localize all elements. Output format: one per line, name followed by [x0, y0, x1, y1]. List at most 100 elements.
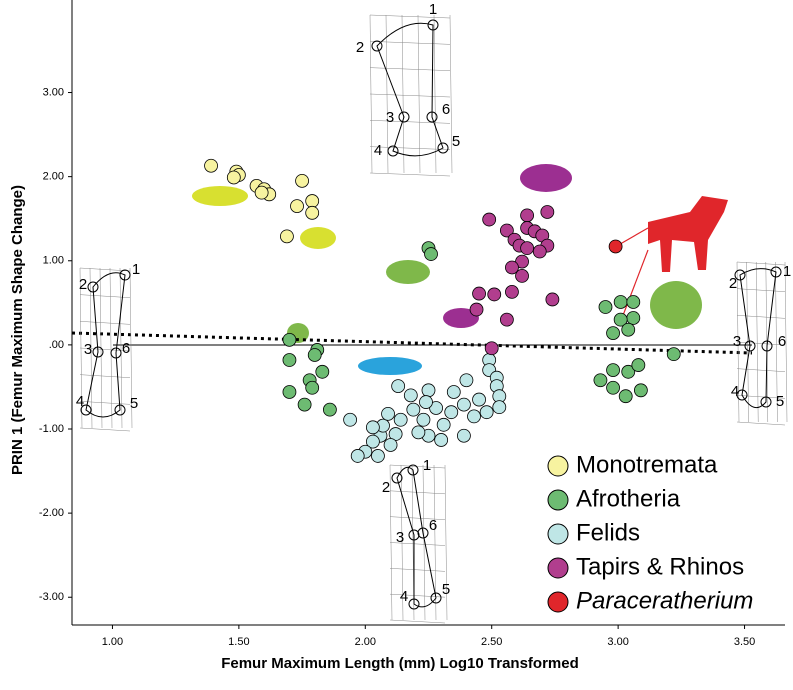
- data-point: [499, 312, 514, 327]
- landmark-diagram: 1 2 3 4 5 6: [382, 457, 450, 624]
- landmark-label: 3: [396, 529, 404, 546]
- data-point: [545, 292, 560, 307]
- landmark: [398, 111, 410, 123]
- deformation-grid: [369, 172, 451, 177]
- data-point: [540, 205, 555, 219]
- deformation-grid: [79, 294, 131, 298]
- data-point: [459, 373, 474, 388]
- y-axis-title: PRIN 1 (Femur Maximum Shape Change): [9, 185, 26, 475]
- data-point: [456, 428, 471, 443]
- data-point: [371, 449, 385, 463]
- data-point: [487, 287, 502, 302]
- data-point: [666, 347, 681, 362]
- data-point: [403, 388, 418, 403]
- legend-label: Paraceratherium: [576, 587, 753, 614]
- data-point: [393, 412, 408, 427]
- deformation-grid: [444, 464, 448, 621]
- data-point: [606, 363, 620, 378]
- deformation-grid: [79, 427, 131, 432]
- landmark: [760, 396, 772, 408]
- data-point: [598, 300, 613, 314]
- tapir-silhouette: [443, 308, 479, 328]
- legend-marker: [547, 455, 569, 477]
- deformation-grid: [736, 341, 786, 346]
- data-point: [282, 353, 297, 367]
- data-point: [446, 385, 461, 399]
- y-tick-label: 3.00: [43, 86, 64, 98]
- monotreme-silhouette: [192, 186, 248, 206]
- deformation-grid: [784, 261, 788, 423]
- deformation-grid: [89, 267, 93, 429]
- data-point: [305, 380, 320, 395]
- data-point: [416, 412, 431, 427]
- legend-label: Felids: [576, 519, 640, 546]
- landmark-diagram: 1 2 3 4 5 6: [76, 261, 140, 432]
- landmark-label: 4: [374, 142, 382, 159]
- landmark-label: 3: [733, 333, 741, 350]
- deformation-grid: [389, 593, 446, 598]
- deformation-grid: [369, 14, 373, 174]
- data-point: [618, 389, 633, 404]
- data-point: [492, 400, 507, 415]
- data-point: [254, 185, 269, 200]
- data-point: [411, 425, 426, 440]
- data-point: [505, 260, 519, 275]
- deformation-grid: [765, 261, 769, 423]
- deformation-grid: [736, 368, 786, 372]
- landmark: [744, 340, 756, 352]
- landmark: [430, 592, 442, 604]
- data-point: [631, 358, 646, 372]
- deformation-grid: [433, 14, 437, 174]
- landmark: [391, 472, 403, 484]
- landmark-label: 3: [84, 341, 92, 358]
- landmark: [408, 529, 420, 541]
- data-point: [606, 326, 620, 341]
- legend-label: Tapirs & Rhinos: [576, 553, 744, 580]
- legend-marker: [547, 557, 569, 579]
- data-point: [621, 322, 636, 337]
- landmark: [417, 527, 429, 539]
- data-point: [434, 433, 449, 447]
- pointer-line: [621, 249, 649, 319]
- deformation-grid: [389, 464, 393, 621]
- landmark-label: 2: [729, 275, 737, 292]
- paraceratherium-silhouette: [648, 196, 728, 272]
- data-point: [322, 402, 337, 417]
- y-tick-label: -1.00: [39, 423, 64, 435]
- data-point: [606, 380, 620, 395]
- deformation-grid: [389, 516, 446, 520]
- deformation-grid: [79, 374, 131, 378]
- deformation-grid: [385, 14, 389, 174]
- landmark: [427, 19, 439, 31]
- landmark: [371, 40, 383, 52]
- data-point: [365, 420, 380, 435]
- deformation-grid: [369, 93, 451, 98]
- landmark-label: 1: [783, 263, 791, 280]
- landmark-label: 4: [76, 393, 84, 410]
- landmark-label: 5: [452, 133, 460, 150]
- landmark-label: 6: [122, 340, 130, 357]
- y-tick-label: 1.00: [43, 255, 64, 267]
- deformation-grid: [389, 542, 446, 546]
- data-point: [282, 332, 297, 347]
- landmark-label: 5: [130, 395, 138, 412]
- rhino-silhouette: [520, 164, 572, 192]
- landmark-label: 1: [429, 1, 437, 18]
- landmark-label: 5: [442, 581, 450, 598]
- landmark: [761, 340, 773, 352]
- landmark-outline: [376, 22, 444, 157]
- deformation-grid: [449, 14, 453, 174]
- data-point: [424, 247, 438, 261]
- y-tick-label: 2.00: [43, 171, 64, 183]
- y-tick-label: .00: [49, 339, 64, 351]
- deformation-grid: [755, 261, 759, 423]
- landmark-label: 6: [778, 333, 786, 350]
- landmark-label: 1: [132, 261, 140, 278]
- monotreme-silhouette: [300, 227, 336, 249]
- deformation-grid: [79, 321, 131, 325]
- data-point: [383, 438, 398, 452]
- deformation-grid: [389, 619, 446, 624]
- data-point: [613, 312, 628, 327]
- data-point: [381, 406, 395, 421]
